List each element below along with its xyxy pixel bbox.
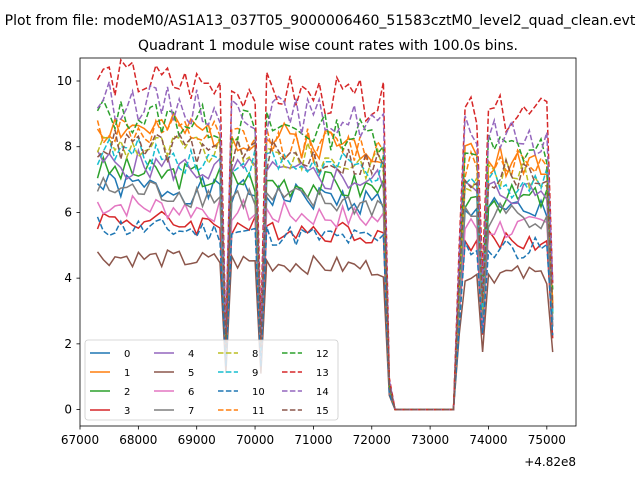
y-tick-label: 6 — [64, 205, 72, 219]
x-tick-label: 74000 — [469, 433, 507, 447]
x-tick-label: 70000 — [236, 433, 274, 447]
legend-label-7: 7 — [188, 406, 194, 417]
legend-label-10: 10 — [252, 387, 265, 398]
x-tick-label: 73000 — [411, 433, 449, 447]
legend-label-1: 1 — [124, 368, 130, 379]
axes-frame — [79, 57, 577, 427]
legend-label-14: 14 — [316, 387, 329, 398]
legend-label-8: 8 — [252, 349, 258, 360]
y-tick-label: 4 — [64, 271, 72, 285]
axis-ticks: 67000 68000 69000 70000 71000 72000 73000 74000… — [57, 74, 566, 447]
plot-area — [96, 58, 554, 411]
legend-label-4: 4 — [188, 349, 194, 360]
x-tick-label: 68000 — [119, 433, 157, 447]
series-line-15 — [96, 129, 554, 411]
series-line-7 — [96, 175, 554, 411]
y-tick-label: 2 — [64, 337, 72, 351]
x-tick-label: 75000 — [528, 433, 566, 447]
y-tick-label: 10 — [57, 74, 72, 88]
legend-label-12: 12 — [316, 349, 329, 360]
legend-label-9: 9 — [252, 368, 258, 379]
y-tick-label: 8 — [64, 140, 72, 154]
legend-frame — [84, 339, 339, 421]
x-tick-label: 71000 — [294, 433, 332, 447]
legend-label-5: 5 — [188, 368, 194, 379]
legend-label-13: 13 — [316, 368, 329, 379]
legend-label-6: 6 — [188, 387, 194, 398]
series-line-10 — [96, 216, 554, 411]
legend-label-0: 0 — [124, 349, 130, 360]
figure-suptitle: Plot from file: modeM0/AS1A13_037T05_900… — [5, 13, 636, 29]
series-line-12 — [96, 98, 554, 411]
x-offset-text: +4.82e8 — [524, 455, 576, 469]
legend-label-3: 3 — [124, 406, 130, 417]
y-tick-label: 0 — [64, 403, 72, 417]
chart-title: Quadrant 1 module wise count rates with … — [138, 38, 518, 54]
series-line-5 — [96, 249, 554, 411]
legend-label-2: 2 — [124, 387, 130, 398]
legend-label-11: 11 — [252, 406, 265, 417]
x-tick-label: 69000 — [178, 433, 216, 447]
legend-label-15: 15 — [316, 406, 329, 417]
x-tick-label: 72000 — [353, 433, 391, 447]
series-line-14 — [96, 81, 554, 411]
x-tick-label: 67000 — [61, 433, 99, 447]
